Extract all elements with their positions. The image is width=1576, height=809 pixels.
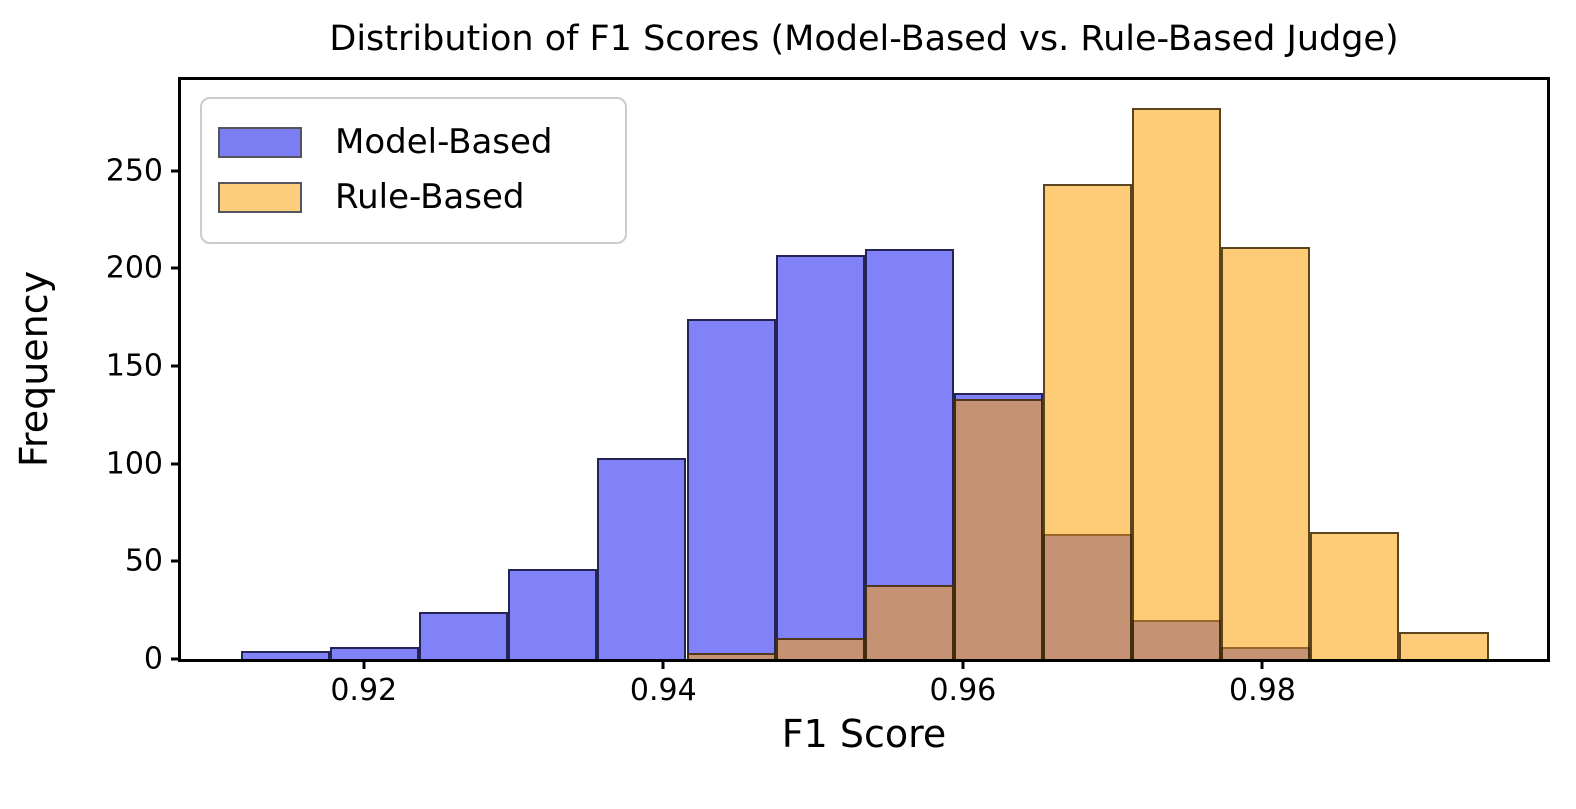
y-tick-label-100: 100 [105,446,163,482]
bar-model-based-bin-3 [508,569,598,659]
y-tick-label-50: 50 [124,543,163,579]
x-tick-mark-0.98 [1260,659,1264,669]
bar-rule-based-bin-8 [953,399,1043,659]
bar-model-based-bin-4 [597,457,687,659]
ticks-layer: 0.92 0.94 0.96 0.98 0 50 100 150 200 250 [106,80,1547,708]
y-tick-label-200: 200 [105,250,163,286]
legend-item-model-based: Model-Based [218,116,605,168]
model-based-swatch [218,126,302,158]
bar-model-based-bin-1 [330,647,420,659]
bar-rule-based-bin-9 [1042,184,1133,659]
rule-based-swatch [218,181,302,213]
bars-layer [181,80,1547,659]
bar-rule-based-bin-7 [864,584,954,659]
x-tick-mark-0.96 [961,659,965,669]
y-tick-mark-100 [171,462,181,466]
bar-model-based-bin-5 [686,319,776,659]
legend-item-rule-based: Rule-Based [218,171,605,223]
bar-rule-based-bin-6 [775,637,865,659]
x-tick-mark-0.94 [661,659,665,669]
bar-model-based-bin-0 [240,651,331,659]
y-tick-label-150: 150 [105,348,163,384]
y-tick-label-250: 250 [105,153,163,189]
x-tick-label-0.96: 0.96 [929,673,997,708]
x-tick-label-0.98: 0.98 [1229,673,1296,708]
y-tick-mark-150 [171,364,181,368]
y-tick-mark-50 [171,559,181,563]
legend-label-model-based: Model-Based [335,122,553,162]
bar-model-based-bin-2 [419,612,509,659]
x-tick-mark-0.92 [362,659,366,669]
bar-rule-based-bin-11 [1221,246,1311,659]
bar-rule-based-bin-10 [1132,108,1222,659]
y-tick-mark-0 [171,657,181,661]
legend: Model-Based Rule-Based [200,97,627,244]
y-tick-label-0: 0 [143,641,163,677]
chart-title: Distribution of F1 Scores (Model-Based v… [329,19,1399,59]
x-axis-label: F1 Score [781,712,947,756]
bar-rule-based-bin-5 [686,653,776,659]
bar-rule-based-bin-12 [1310,532,1400,659]
y-tick-mark-250 [171,169,181,173]
x-tick-label-0.94: 0.94 [629,673,697,708]
bar-model-based-bin-6 [775,254,865,659]
y-axis-label: Frequency [12,270,56,468]
legend-label-rule-based: Rule-Based [335,177,525,217]
plot-area: 0.92 0.94 0.96 0.98 0 50 100 150 200 250 Model-Ba… [106,77,1550,708]
x-tick-label-0.92: 0.92 [330,673,398,708]
bar-rule-based-bin-13 [1399,631,1489,659]
y-tick-mark-200 [171,266,181,270]
